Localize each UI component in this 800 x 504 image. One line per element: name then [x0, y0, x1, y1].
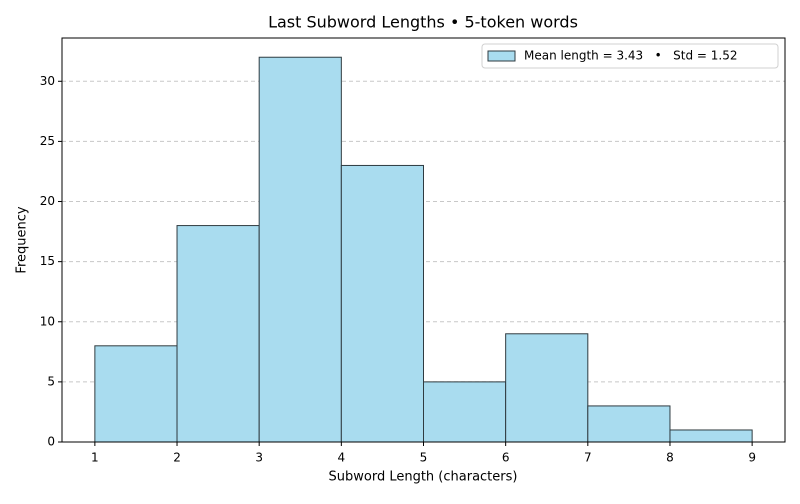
bar [94, 345, 178, 443]
x-tick-label: 4 [338, 451, 346, 465]
x-tick-label: 3 [255, 451, 263, 465]
y-tick-label: 25 [40, 134, 55, 148]
legend-label: Mean length = 3.43 • Std = 1.52 [524, 49, 737, 63]
bar [258, 56, 342, 443]
bar [669, 429, 753, 443]
x-tick-label: 7 [584, 451, 592, 465]
plot-frame [61, 37, 786, 443]
x-tick-label: 5 [420, 451, 428, 465]
chart-title: Last Subword Lengths • 5-token words [268, 13, 578, 32]
legend-box [481, 43, 779, 69]
bar [176, 225, 260, 443]
y-tick-label: 10 [40, 314, 55, 328]
x-tick-label: 1 [91, 451, 99, 465]
y-tick-label: 15 [40, 254, 55, 268]
bar [340, 164, 424, 443]
x-axis-label: Subword Length (characters) [329, 470, 518, 485]
legend-swatch [487, 50, 516, 62]
y-tick-label: 20 [40, 194, 55, 208]
bar [505, 333, 589, 443]
bar [587, 405, 671, 443]
x-tick-label: 2 [173, 451, 181, 465]
y-tick-label: 0 [47, 435, 55, 449]
bar [423, 381, 507, 443]
y-tick-label: 30 [40, 74, 55, 88]
y-tick-label: 5 [47, 374, 55, 388]
x-tick-label: 9 [748, 451, 756, 465]
x-tick-label: 6 [502, 451, 510, 465]
x-tick-label: 8 [666, 451, 674, 465]
y-axis-label: Frequency [15, 206, 30, 273]
